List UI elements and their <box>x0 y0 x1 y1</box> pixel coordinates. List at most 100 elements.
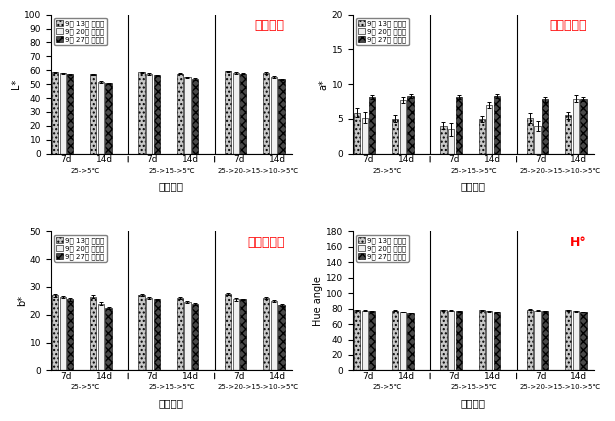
Text: 25->20->15->10->5℃: 25->20->15->10->5℃ <box>519 168 600 173</box>
Bar <box>369 311 375 370</box>
Bar <box>448 311 454 370</box>
Text: 과피황색도: 과피황색도 <box>247 235 285 248</box>
Legend: 9월 13일 수확과, 9월 20일 수확과, 9월 27일 수확과: 9월 13일 수확과, 9월 20일 수확과, 9월 27일 수확과 <box>356 18 409 45</box>
Bar <box>392 119 399 154</box>
Bar <box>184 77 191 154</box>
Bar <box>494 96 500 154</box>
Bar <box>581 312 587 370</box>
Bar <box>184 302 191 370</box>
Bar <box>98 304 104 370</box>
Legend: 9월 13일 수확과, 9월 20일 수확과, 9월 27일 수확과: 9월 13일 수확과, 9월 20일 수확과, 9월 27일 수확과 <box>54 18 107 45</box>
Bar <box>240 299 247 370</box>
Bar <box>565 310 571 370</box>
Bar <box>67 299 73 370</box>
Bar <box>225 294 231 370</box>
Bar <box>408 96 414 154</box>
Bar <box>106 308 112 370</box>
Bar <box>271 301 277 370</box>
Bar <box>138 295 145 370</box>
Bar <box>542 311 548 370</box>
Bar <box>534 126 541 154</box>
Y-axis label: a*: a* <box>319 79 329 90</box>
Text: 25->15->5℃: 25->15->5℃ <box>148 168 195 173</box>
Bar <box>581 99 587 154</box>
Bar <box>354 113 360 154</box>
Text: 25->5℃: 25->5℃ <box>372 168 402 173</box>
Text: 과피적색도: 과피적색도 <box>549 19 587 32</box>
Text: 25->20->15->10->5℃: 25->20->15->10->5℃ <box>217 168 298 173</box>
Bar <box>98 82 104 154</box>
Bar <box>486 311 493 370</box>
Bar <box>138 72 145 154</box>
Bar <box>192 304 198 370</box>
Text: H°: H° <box>570 235 587 248</box>
Legend: 9월 13일 수확과, 9월 20일 수확과, 9월 27일 수확과: 9월 13일 수확과, 9월 20일 수확과, 9월 27일 수확과 <box>54 235 107 262</box>
Bar <box>263 73 269 154</box>
Bar <box>225 71 231 154</box>
Bar <box>456 97 462 154</box>
Text: 25->5℃: 25->5℃ <box>70 384 100 390</box>
Y-axis label: b*: b* <box>17 296 27 306</box>
Bar <box>279 305 285 370</box>
Text: 온도처리: 온도처리 <box>461 181 486 192</box>
Y-axis label: Hue angle: Hue angle <box>313 276 323 326</box>
Bar <box>146 298 153 370</box>
Bar <box>90 297 97 370</box>
Bar <box>154 299 160 370</box>
Text: 25->5℃: 25->5℃ <box>372 384 402 390</box>
Bar <box>478 119 485 154</box>
Text: 과피밝기: 과피밝기 <box>255 19 285 32</box>
Bar <box>177 74 183 154</box>
Bar <box>67 74 73 154</box>
Bar <box>279 79 285 154</box>
Bar <box>494 312 500 370</box>
Text: 25->20->15->10->5℃: 25->20->15->10->5℃ <box>519 384 600 390</box>
Bar <box>354 310 360 370</box>
Bar <box>440 126 446 154</box>
Bar <box>456 311 462 370</box>
Bar <box>52 295 58 370</box>
Bar <box>573 99 579 154</box>
Bar <box>408 313 414 370</box>
Bar <box>106 83 112 154</box>
Bar <box>240 74 247 154</box>
Bar <box>60 73 66 154</box>
Bar <box>263 298 269 370</box>
Bar <box>52 72 58 154</box>
Text: 온도처리: 온도처리 <box>159 398 184 408</box>
Bar <box>400 312 406 370</box>
Bar <box>177 298 183 370</box>
Y-axis label: L*: L* <box>11 79 21 89</box>
Bar <box>486 105 493 154</box>
Bar <box>192 79 198 154</box>
Bar <box>400 100 406 154</box>
Bar <box>362 311 368 370</box>
Bar <box>440 310 446 370</box>
Bar <box>565 115 571 154</box>
Text: 25->20->15->10->5℃: 25->20->15->10->5℃ <box>217 384 298 390</box>
Text: 25->15->5℃: 25->15->5℃ <box>450 384 497 390</box>
Text: 25->15->5℃: 25->15->5℃ <box>148 384 195 390</box>
Bar <box>573 311 579 370</box>
Text: 25->5℃: 25->5℃ <box>70 168 100 173</box>
Text: 25->15->5℃: 25->15->5℃ <box>450 168 497 173</box>
Bar <box>542 99 548 154</box>
Bar <box>154 75 160 154</box>
Bar <box>448 129 454 154</box>
Bar <box>232 299 239 370</box>
Text: 온도처리: 온도처리 <box>159 181 184 192</box>
Bar <box>60 297 66 370</box>
Text: 온도처리: 온도처리 <box>461 398 486 408</box>
Bar <box>392 311 399 370</box>
Bar <box>527 310 533 370</box>
Bar <box>369 97 375 154</box>
Bar <box>271 77 277 154</box>
Bar <box>362 117 368 154</box>
Bar <box>527 118 533 154</box>
Bar <box>534 311 541 370</box>
Bar <box>90 75 97 154</box>
Legend: 9월 13일 수확과, 9월 20일 수확과, 9월 27일 수확과: 9월 13일 수확과, 9월 20일 수확과, 9월 27일 수확과 <box>356 235 409 262</box>
Bar <box>478 310 485 370</box>
Bar <box>146 74 153 154</box>
Bar <box>232 73 239 154</box>
